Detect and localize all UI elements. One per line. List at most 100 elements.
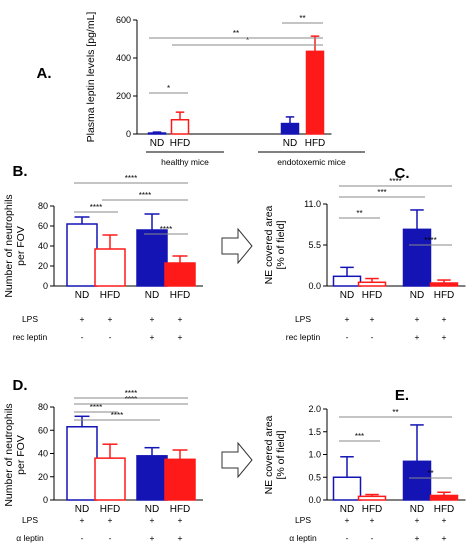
- y-tick-label: 60: [38, 425, 48, 435]
- y-tick-label: 2.0: [308, 404, 321, 414]
- x-category-label: ND: [410, 290, 424, 301]
- bar: [66, 223, 98, 287]
- condition-label: rec leptin: [286, 332, 321, 342]
- significance-label: ****: [125, 174, 137, 183]
- condition-mark: +: [415, 533, 420, 543]
- y-axis-title: Number of neutrophils: [3, 403, 15, 506]
- y-tick-label: 40: [38, 241, 48, 251]
- significance-label: *: [167, 84, 170, 93]
- x-category-label: HFD: [170, 290, 191, 301]
- significance-label: **: [427, 469, 433, 478]
- condition-mark: +: [370, 314, 375, 324]
- bar: [94, 457, 126, 501]
- condition-mark: -: [371, 332, 374, 342]
- condition-label: α leptin: [289, 533, 317, 543]
- significance-label: ****: [125, 395, 137, 404]
- bar: [136, 455, 168, 501]
- significance-label: ****: [90, 203, 102, 212]
- significance-label: **: [233, 29, 239, 38]
- y-tick-label: 0: [126, 129, 131, 139]
- condition-mark: +: [442, 314, 447, 324]
- significance-label: ****: [90, 403, 102, 412]
- condition-mark: +: [80, 314, 85, 324]
- condition-mark: +: [150, 332, 155, 342]
- group-label: endotoxemic mice: [277, 157, 346, 167]
- x-category-label: HFD: [305, 138, 326, 149]
- x-category-label: HFD: [170, 138, 191, 149]
- condition-mark: +: [415, 515, 420, 525]
- significance-label: **: [392, 408, 398, 417]
- condition-mark: -: [371, 533, 374, 543]
- x-category-label: HFD: [170, 504, 191, 515]
- x-category-label: ND: [283, 138, 297, 149]
- x-category-label: HFD: [434, 504, 455, 515]
- significance-label: ****: [160, 225, 172, 234]
- y-tick-label: 0.5: [308, 472, 321, 482]
- bar: [66, 426, 98, 501]
- significance-label: **: [356, 209, 362, 218]
- y-tick-label: 0: [43, 495, 48, 505]
- bar: [357, 495, 387, 501]
- right-arrow-icon: [221, 227, 253, 265]
- condition-mark: +: [345, 314, 350, 324]
- group-label: healthy mice: [161, 157, 209, 167]
- condition-mark: +: [150, 533, 155, 543]
- bar: [170, 119, 190, 135]
- x-category-label: ND: [150, 138, 164, 149]
- condition-label: α leptin: [16, 533, 44, 543]
- y-tick-label: 1.5: [308, 427, 321, 437]
- condition-label: LPS: [295, 314, 311, 324]
- bar: [429, 494, 459, 501]
- y-tick-label: 400: [116, 53, 131, 63]
- y-axis-title: per FOV: [15, 226, 27, 266]
- condition-mark: +: [108, 314, 113, 324]
- y-tick-label: 600: [116, 15, 131, 25]
- x-category-label: ND: [410, 504, 424, 515]
- significance-label: *: [246, 36, 249, 45]
- y-tick-label: 80: [38, 402, 48, 412]
- significance-label: ***: [355, 432, 364, 441]
- y-tick-label: 20: [38, 261, 48, 271]
- significance-label: ****: [424, 236, 436, 245]
- panel-label: C.: [395, 165, 410, 182]
- significance-label: ****: [139, 191, 151, 200]
- x-category-label: ND: [145, 504, 159, 515]
- y-tick-label: 5.5: [308, 240, 321, 250]
- significance-label: **: [299, 14, 305, 23]
- condition-label: LPS: [22, 314, 38, 324]
- x-category-label: ND: [145, 290, 159, 301]
- condition-mark: +: [415, 314, 420, 324]
- y-axis-title: NE covered area: [263, 205, 275, 284]
- bar: [147, 132, 167, 135]
- condition-mark: +: [345, 515, 350, 525]
- y-tick-label: 20: [38, 472, 48, 482]
- panel-label: E.: [395, 387, 409, 404]
- condition-mark: +: [178, 515, 183, 525]
- condition-mark: -: [109, 533, 112, 543]
- significance-label: ****: [111, 411, 123, 420]
- x-category-label: ND: [75, 504, 89, 515]
- condition-label: LPS: [22, 515, 38, 525]
- x-category-label: HFD: [362, 290, 383, 301]
- condition-mark: +: [442, 533, 447, 543]
- y-axis-title: per FOV: [15, 435, 27, 475]
- y-axis-title: Plasma leptin levels [pg/mL]: [85, 12, 97, 143]
- y-tick-label: 1.0: [308, 450, 321, 460]
- condition-mark: +: [442, 332, 447, 342]
- significance-label: ***: [377, 188, 386, 197]
- bar: [136, 229, 168, 287]
- condition-mark: +: [108, 515, 113, 525]
- y-axis-title: [% of field]: [275, 220, 287, 269]
- bar: [164, 458, 196, 501]
- condition-mark: +: [178, 314, 183, 324]
- bar: [280, 122, 300, 135]
- x-category-label: ND: [75, 290, 89, 301]
- panel-label: A.: [37, 65, 52, 82]
- condition-mark: -: [109, 332, 112, 342]
- x-category-label: HFD: [100, 504, 121, 515]
- bar: [429, 282, 459, 287]
- condition-mark: +: [415, 332, 420, 342]
- y-tick-label: 60: [38, 221, 48, 231]
- bar: [305, 50, 325, 135]
